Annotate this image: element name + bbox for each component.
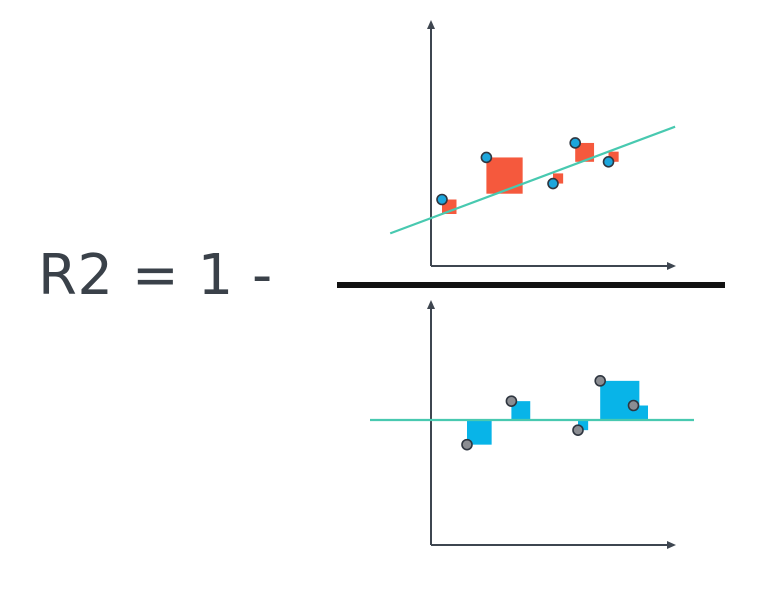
regression-error-square [575,142,595,162]
regression-error-square [608,151,619,162]
regression-error-square [486,157,523,194]
data-point [480,151,493,164]
data-point [461,438,473,451]
regression-error-square [553,173,564,184]
mean-error-square [578,420,589,431]
mean-error-square [467,420,492,445]
data-point [572,424,584,436]
denominator-plot [370,300,694,549]
regression-fit-line [389,125,676,235]
data-point [602,156,615,168]
numerator-plot [389,20,676,270]
formula-r2-equals-one-minus: R2 = 1 - [38,243,273,308]
data-point [594,375,607,387]
data-point [436,193,448,206]
data-point [627,399,640,412]
data-point [569,137,582,149]
data-point [505,395,518,407]
data-point [547,177,559,190]
mean-error-square [511,401,531,420]
